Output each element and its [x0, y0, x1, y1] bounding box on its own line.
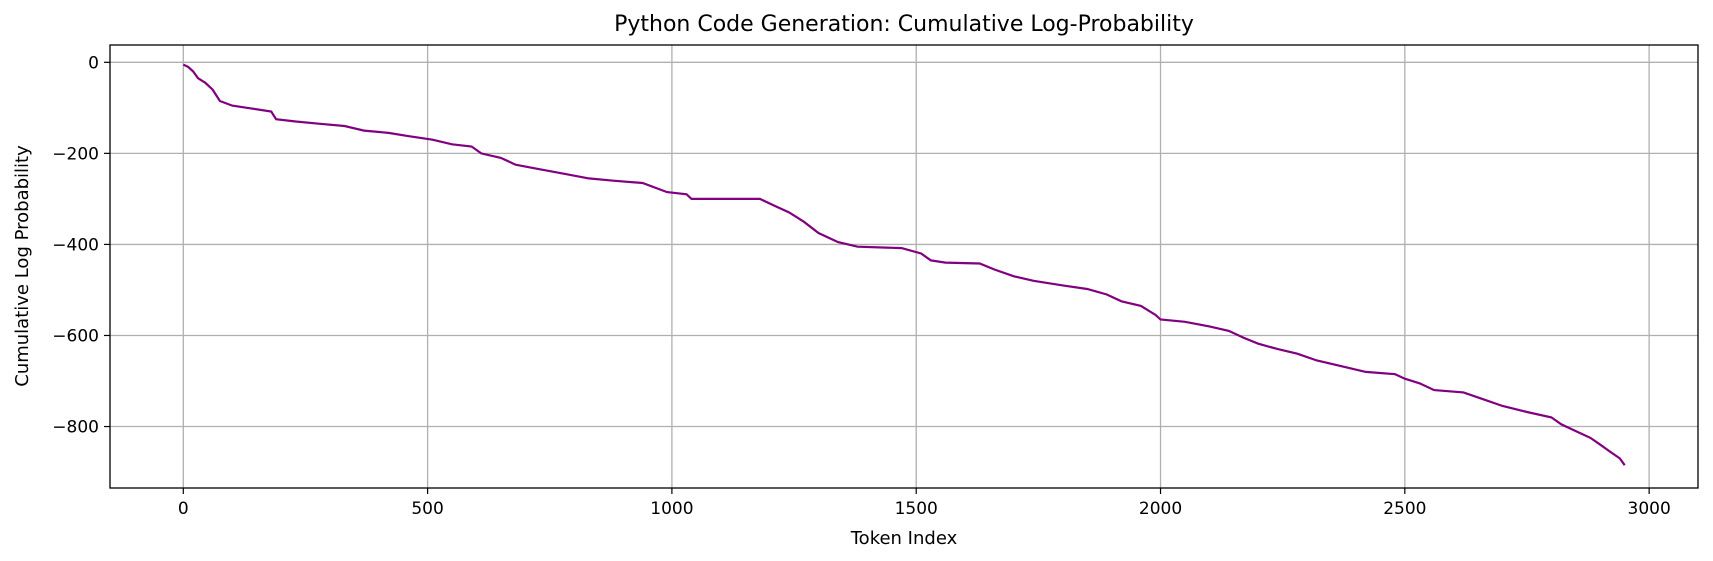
y-tick-label: −800	[52, 418, 99, 438]
grid	[110, 45, 1698, 488]
x-tick-label: 1000	[650, 499, 693, 519]
y-tick-label: 0	[88, 53, 99, 73]
y-tick-label: −200	[52, 144, 99, 164]
x-tick-label: 0	[178, 499, 189, 519]
series-line	[182, 63, 1626, 466]
x-tick-label: 1500	[895, 499, 938, 519]
y-tick-label: −600	[52, 326, 99, 346]
x-tick-label: 2500	[1383, 499, 1426, 519]
x-axis-label: Token Index	[850, 528, 958, 549]
x-tick-label: 500	[411, 499, 443, 519]
y-axis-label: Cumulative Log Probability	[12, 145, 33, 387]
ticks: 0 500 1000 1500 2000 2500 3000 0 −200 −400 −600 −80…	[52, 53, 1670, 519]
y-tick-label: −400	[52, 235, 99, 255]
x-tick-label: 3000	[1628, 499, 1671, 519]
x-tick-label: 2000	[1139, 499, 1182, 519]
plot-frame	[109, 44, 1699, 489]
chart-title: Python Code Generation: Cumulative Log-P…	[614, 12, 1194, 37]
